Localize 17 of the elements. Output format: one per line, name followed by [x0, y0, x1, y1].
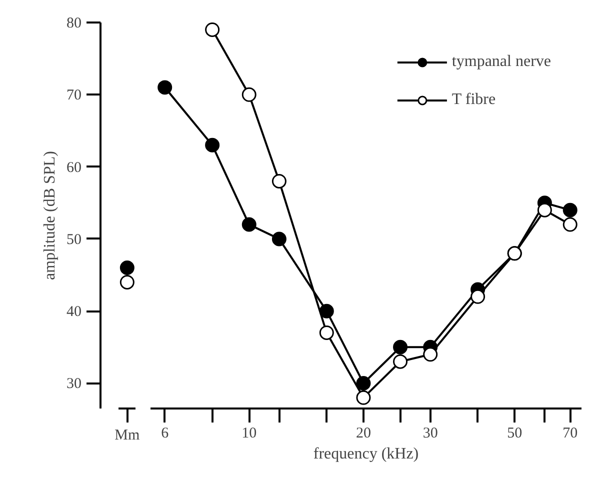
x-tick-label: Mm — [114, 428, 140, 444]
x-tick-label: 50 — [507, 426, 522, 442]
x-tick-label: 6 — [161, 426, 170, 442]
x-axis-title: frequency (kHz) — [313, 446, 419, 462]
y-tick-label: 40 — [66, 304, 82, 320]
x-tick-label: 70 — [562, 426, 578, 442]
y-tick-label: 80 — [66, 16, 82, 32]
legend-label: tympanal nerve — [452, 53, 551, 71]
x-tick-label: 30 — [422, 426, 438, 442]
y-tick-label: 60 — [66, 160, 82, 176]
y-tick-label: 70 — [66, 88, 82, 104]
x-tick-label: 20 — [356, 426, 371, 442]
y-tick-label: 50 — [66, 232, 82, 248]
y-tick-label: 30 — [66, 376, 82, 392]
y-axis-title: amplitude (dB SPL) — [42, 151, 58, 280]
x-tick-label: 10 — [242, 426, 257, 442]
legend-label: T fibre — [452, 91, 496, 109]
